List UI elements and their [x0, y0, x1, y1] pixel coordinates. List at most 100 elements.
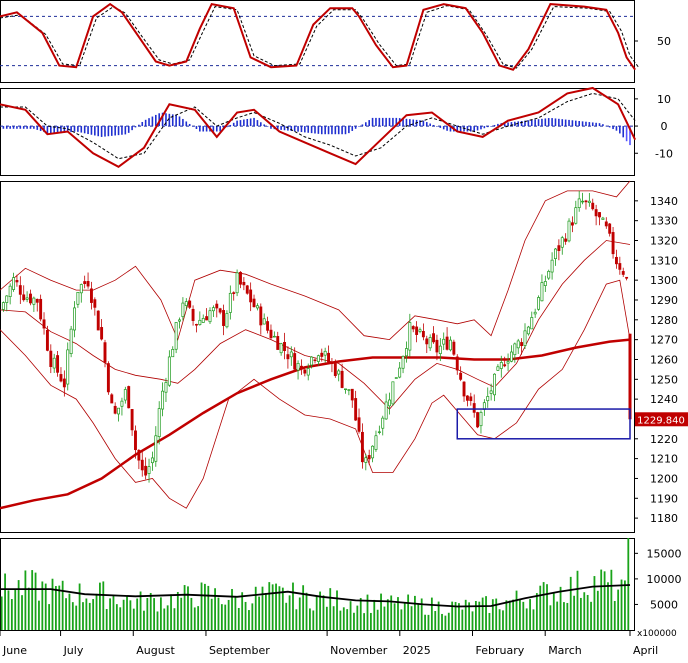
macd-histogram-bar	[605, 125, 608, 127]
volume-bar	[420, 598, 423, 630]
candle-body	[347, 389, 351, 391]
candle-body	[472, 403, 476, 413]
macd-histogram-bar	[73, 126, 76, 132]
macd-histogram-bar	[161, 112, 164, 127]
stochastic-panel: 50	[0, 0, 671, 83]
candle-body	[161, 390, 165, 410]
candle-body	[374, 435, 378, 450]
volume-bar	[95, 593, 98, 630]
volume-bar	[366, 594, 369, 630]
volume-bar	[115, 604, 118, 630]
y-tick-label: 1260	[650, 353, 678, 366]
macd-histogram-bar	[165, 113, 167, 127]
y-tick-label: 15000	[647, 547, 682, 560]
volume-bar	[132, 608, 135, 630]
volume-bar	[607, 582, 609, 630]
volume-bar	[342, 607, 345, 630]
macd-histogram-bar	[354, 126, 357, 129]
volume-bar	[200, 582, 203, 630]
candle-body	[113, 405, 117, 414]
macd-histogram-bar	[60, 126, 62, 134]
macd-histogram-bar	[317, 126, 320, 134]
candle-body	[411, 326, 415, 330]
candle-body	[381, 417, 385, 429]
volume-bar	[583, 592, 586, 630]
macd-histogram-bar	[127, 126, 130, 133]
macd-line	[0, 86, 637, 168]
volume-bar	[153, 598, 156, 630]
y-tick-label: 1310	[650, 254, 678, 267]
macd-histogram-bar	[307, 126, 310, 133]
macd-histogram-bar	[219, 126, 221, 132]
volume-bar	[620, 579, 623, 630]
y-tick-label: 1320	[650, 234, 678, 247]
macd-histogram-bar	[310, 126, 313, 134]
y-tick-label: 1250	[650, 373, 678, 386]
volume-bar	[468, 602, 471, 630]
candle-body	[93, 299, 97, 308]
volume-bar	[441, 613, 443, 630]
macd-histogram-bar	[419, 120, 421, 127]
candle-body	[137, 449, 141, 461]
macd-histogram-bar	[117, 126, 120, 136]
candle-body	[157, 408, 161, 437]
macd-frame	[0, 88, 635, 176]
macd-histogram-bar	[439, 126, 442, 128]
candle-body	[506, 361, 510, 364]
candle-body	[618, 263, 622, 270]
candle-body	[621, 271, 625, 275]
candle-body	[296, 363, 300, 371]
volume-bar	[593, 576, 596, 630]
candle-body	[425, 338, 429, 345]
macd-histogram-bar	[168, 113, 171, 127]
macd-histogram-bar	[300, 126, 303, 133]
macd-histogram-bar	[229, 124, 232, 127]
candle-body	[269, 329, 273, 339]
volume-bar	[356, 605, 359, 630]
candle-body	[327, 352, 330, 363]
volume-bar	[204, 583, 206, 630]
candle-body	[164, 382, 168, 393]
candle-body	[581, 200, 585, 203]
volume-bar	[251, 603, 254, 630]
macd-histogram-bar	[249, 118, 252, 127]
volume-bar	[248, 610, 250, 630]
candle-body	[120, 400, 124, 407]
macd-histogram-bar	[551, 118, 553, 127]
volume-bar	[488, 612, 491, 630]
macd-histogram-bar	[402, 118, 404, 127]
candle-body	[371, 445, 375, 459]
macd-histogram-bar	[378, 117, 381, 127]
candle-body	[39, 298, 43, 320]
macd-histogram-bar	[188, 123, 191, 127]
macd-histogram-bar	[232, 122, 235, 127]
candle-body	[100, 327, 104, 340]
volume-bar	[139, 591, 142, 630]
macd-histogram-bar	[36, 126, 39, 130]
candle-body	[252, 298, 256, 308]
macd-histogram-bar	[368, 120, 370, 127]
macd-histogram-bar	[358, 126, 360, 127]
volume-bar	[54, 586, 57, 630]
volume-bar	[156, 611, 159, 630]
macd-histogram-bar	[429, 123, 431, 127]
volume-bar	[590, 601, 592, 630]
candle-body	[181, 302, 185, 317]
volume-bar	[190, 597, 193, 630]
macd-histogram-bar	[595, 122, 597, 127]
candle-body	[306, 368, 310, 376]
macd-histogram-bar	[483, 126, 486, 129]
month-label: November	[330, 644, 388, 657]
macd-histogram-bar	[615, 126, 618, 131]
candle-body	[32, 297, 36, 305]
candle-body	[255, 305, 259, 309]
candle-body	[117, 407, 120, 415]
macd-histogram-bar	[497, 123, 499, 127]
macd-histogram-bar	[22, 126, 25, 129]
volume-bar	[166, 605, 169, 630]
macd-histogram-bar	[486, 126, 489, 128]
macd-histogram-bar	[608, 126, 611, 128]
macd-histogram-bar	[5, 126, 8, 129]
candle-body	[134, 430, 137, 451]
